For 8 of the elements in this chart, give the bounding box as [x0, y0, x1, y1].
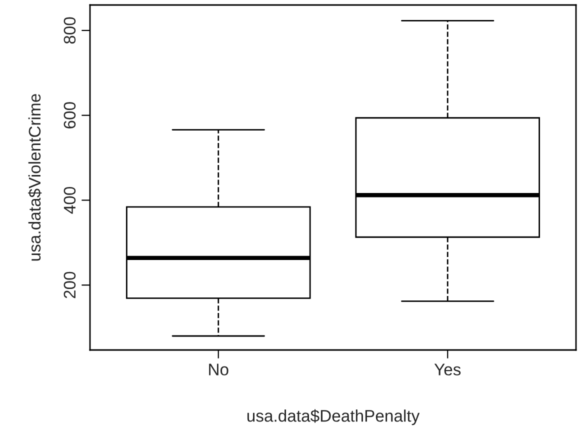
x-axis-title: usa.data$DeathPenalty — [247, 409, 420, 426]
y-tick-label: 200 — [64, 272, 76, 298]
y-axis-title: usa.data$ViolentCrime — [28, 94, 42, 261]
y-tick-label: 800 — [64, 17, 76, 44]
y-tick-label: 400 — [64, 186, 76, 214]
y-tick-label: 600 — [64, 102, 76, 128]
x-tick-label: No — [209, 364, 228, 376]
x-tick-label: Yes — [434, 364, 461, 376]
